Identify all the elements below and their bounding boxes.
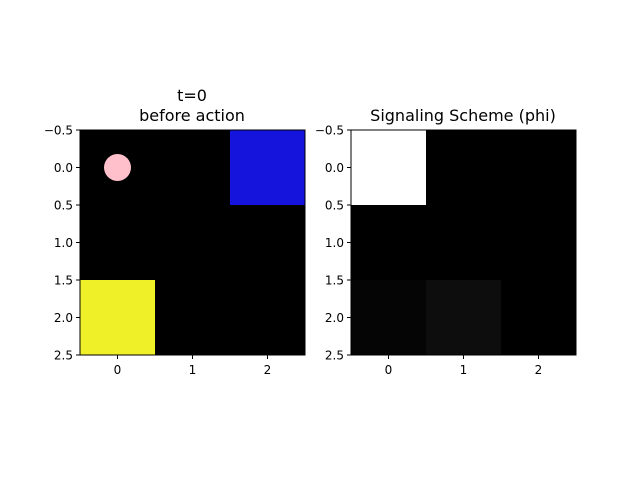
left-x-tick-label-1: 1 bbox=[189, 363, 197, 377]
panel-left-plot: 0 1 2 −0.5 0.0 0.5 1.0 1.5 2.0 2.5 bbox=[44, 124, 306, 377]
right-x-tick-label-1: 1 bbox=[460, 363, 468, 377]
right-y-tick-label-4: 1.5 bbox=[325, 274, 344, 288]
right-cell-r2-c1 bbox=[426, 280, 502, 356]
left-y-tick-label-2: 0.5 bbox=[54, 199, 73, 213]
right-y-tick-label-5: 2.0 bbox=[325, 311, 344, 325]
panel-left-title-line-2: before action bbox=[139, 106, 245, 125]
right-y-tick-label-0: −0.5 bbox=[315, 124, 344, 138]
right-y-tick-label-3: 1.0 bbox=[325, 236, 344, 250]
panel-left-title-line-1: t=0 bbox=[177, 86, 207, 105]
right-cell-r1-c2 bbox=[501, 205, 577, 281]
panel-right-title: Signaling Scheme (phi) bbox=[370, 106, 556, 125]
panel-right: Signaling Scheme (phi) 0 1 2 −0.5 0.0 0.5 1.0 1… bbox=[315, 106, 577, 377]
left-y-tick-label-1: 0.0 bbox=[54, 161, 73, 175]
right-x-tick-label-0: 0 bbox=[385, 363, 393, 377]
left-y-tick-label-3: 1.0 bbox=[54, 236, 73, 250]
right-y-tick-label-2: 0.5 bbox=[325, 199, 344, 213]
right-cell-r0-c2 bbox=[501, 130, 577, 206]
right-cell-r0-c1 bbox=[426, 130, 502, 206]
left-agent-marker bbox=[104, 154, 131, 181]
left-y-tick-label-0: −0.5 bbox=[44, 124, 73, 138]
right-cell-r2-c2 bbox=[501, 280, 577, 356]
panel-left: t=0 before action 0 1 2 −0.5 0.0 0.5 1.0 1.5 2.0… bbox=[44, 86, 306, 377]
left-y-tick-label-4: 1.5 bbox=[54, 274, 73, 288]
panel-right-plot: 0 1 2 −0.5 0.0 0.5 1.0 1.5 2.0 2.5 bbox=[315, 124, 577, 377]
right-cell-r0-c0 bbox=[351, 130, 427, 206]
right-x-tick-label-2: 2 bbox=[535, 363, 543, 377]
right-cell-r1-c1 bbox=[426, 205, 502, 281]
left-y-tick-label-5: 2.0 bbox=[54, 311, 73, 325]
right-cell-r2-c0 bbox=[351, 280, 427, 356]
right-y-tick-label-1: 0.0 bbox=[325, 161, 344, 175]
right-y-tick-label-6: 2.5 bbox=[325, 349, 344, 363]
right-cell-r1-c0 bbox=[351, 205, 427, 281]
left-x-tick-label-0: 0 bbox=[114, 363, 122, 377]
left-x-tick-label-2: 2 bbox=[264, 363, 272, 377]
left-item-cell bbox=[80, 280, 155, 355]
left-goal-cell bbox=[230, 130, 305, 205]
left-y-tick-label-6: 2.5 bbox=[54, 349, 73, 363]
